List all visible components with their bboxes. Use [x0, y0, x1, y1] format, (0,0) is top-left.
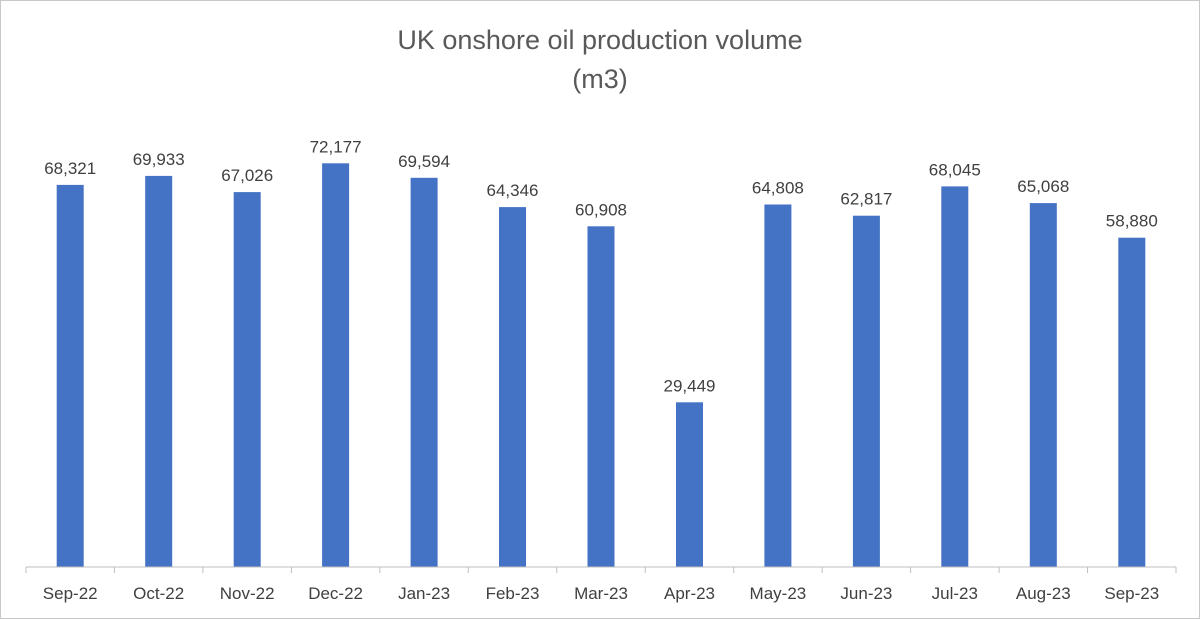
x-tick-label: Jul-23 — [932, 584, 978, 603]
bar-sep-23 — [1118, 237, 1146, 567]
bar-aug-23 — [1029, 203, 1057, 567]
x-tick-label: Aug-23 — [1016, 584, 1071, 603]
x-tick-label: Mar-23 — [574, 584, 628, 603]
bars-group — [56, 163, 1146, 568]
bar-apr-23 — [676, 402, 703, 567]
chart-subtitle: (m3) — [572, 64, 628, 94]
data-label: 72,177 — [310, 137, 362, 156]
bar-jun-23 — [852, 215, 880, 567]
x-tick-label: Sep-23 — [1104, 584, 1159, 603]
chart-title: UK onshore oil production volume — [397, 25, 802, 55]
x-tick-label: Sep-22 — [43, 584, 98, 603]
data-label: 62,817 — [840, 190, 892, 209]
data-label: 64,808 — [752, 179, 804, 198]
data-label: 65,068 — [1017, 177, 1069, 196]
x-tick-label: Oct-22 — [133, 584, 184, 603]
data-label: 68,045 — [929, 160, 981, 179]
data-label: 68,321 — [44, 159, 96, 178]
data-label: 58,880 — [1106, 212, 1158, 231]
data-label: 29,449 — [664, 376, 716, 395]
x-tick-label: Feb-23 — [486, 584, 540, 603]
bar-sep-22 — [56, 184, 84, 567]
data-labels-group: 68,321 69,933 67,026 72,177 69,594 64,346 60,9… — [44, 137, 1158, 395]
data-label: 67,026 — [221, 166, 273, 185]
x-tick-label: Jun-23 — [840, 584, 892, 603]
bar-dec-22 — [322, 163, 350, 568]
x-tick-label: Nov-22 — [220, 584, 275, 603]
bar-mar-23 — [587, 226, 615, 568]
x-axis: Sep-22 Oct-22 Nov-22 Dec-22 Jan-23 Feb-23 Mar-… — [25, 566, 1177, 603]
x-tick-label: Dec-22 — [308, 584, 363, 603]
bar-jul-23 — [941, 186, 969, 567]
data-label: 69,933 — [133, 150, 185, 169]
data-label: 69,594 — [398, 152, 450, 171]
bar-nov-22 — [233, 192, 261, 567]
data-label: 64,346 — [487, 181, 539, 200]
x-tick-label: Apr-23 — [664, 584, 715, 603]
x-tick-label: Jan-23 — [398, 584, 450, 603]
bar-feb-23 — [499, 207, 526, 567]
bar-oct-22 — [145, 175, 173, 567]
x-tick-label: May-23 — [750, 584, 807, 603]
bar-may-23 — [764, 204, 792, 567]
bar-jan-23 — [410, 177, 438, 568]
data-label: 60,908 — [575, 200, 627, 219]
